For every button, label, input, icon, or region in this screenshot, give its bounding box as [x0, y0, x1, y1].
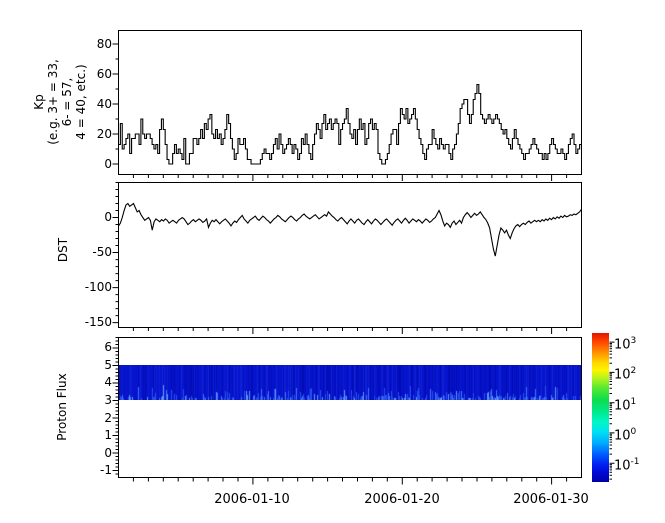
x-tick-label-jan30: 2006-01-30	[513, 492, 589, 507]
colorbar-tick-1e2: 102	[614, 366, 637, 383]
kp-axis-label: Kp (e.g. 3+ = 33, 6- = 57, 4 = 40, etc.)	[32, 27, 90, 177]
dst-ytick-50: -50	[92, 245, 112, 259]
colorbar-tick-1e0: 100	[614, 427, 637, 444]
colorbar-tick-1em1: 10-1	[614, 457, 640, 474]
kp-ytick-0: 0	[104, 157, 112, 171]
pf-ytick-m1: -1	[100, 463, 112, 477]
pf-ytick-1: 1	[104, 428, 112, 442]
kp-axis-label-line2: (e.g. 3+ = 33,	[46, 59, 60, 145]
colorbar-tick-1e3: 103	[614, 336, 637, 353]
kp-axis-label-line3: 6- = 57,	[60, 77, 74, 127]
dst-axis-label: DST	[56, 237, 70, 263]
x-tick-label-jan20: 2006-01-20	[364, 492, 440, 507]
kp-ytick-20: 20	[96, 127, 112, 141]
pf-ytick-4: 4	[104, 375, 112, 389]
x-tick-label-jan10: 2006-01-10	[214, 492, 290, 507]
colorbar-gradient	[592, 333, 609, 482]
kp-ytick-40: 40	[96, 97, 112, 111]
pf-ytick-5: 5	[104, 358, 112, 372]
proton-flux-band	[119, 365, 581, 400]
kp-axis-label-line1: Kp	[32, 94, 46, 110]
pf-ytick-3: 3	[104, 393, 112, 407]
kp-axis-label-line4: 4 = 40, etc.)	[74, 64, 88, 140]
colorbar-tick-1e1: 101	[614, 397, 637, 414]
proton-flux-axis-label: Proton Flux	[55, 373, 69, 441]
pf-ytick-0: 0	[104, 446, 112, 460]
dst-ytick-150: -150	[84, 315, 112, 329]
dst-ytick-100: -100	[84, 280, 112, 294]
dst-ytick-0: 0	[104, 210, 112, 224]
pf-ytick-6: 6	[104, 340, 112, 354]
kp-ytick-80: 80	[96, 37, 112, 51]
kp-ytick-60: 60	[96, 67, 112, 81]
pf-ytick-2: 2	[104, 411, 112, 425]
